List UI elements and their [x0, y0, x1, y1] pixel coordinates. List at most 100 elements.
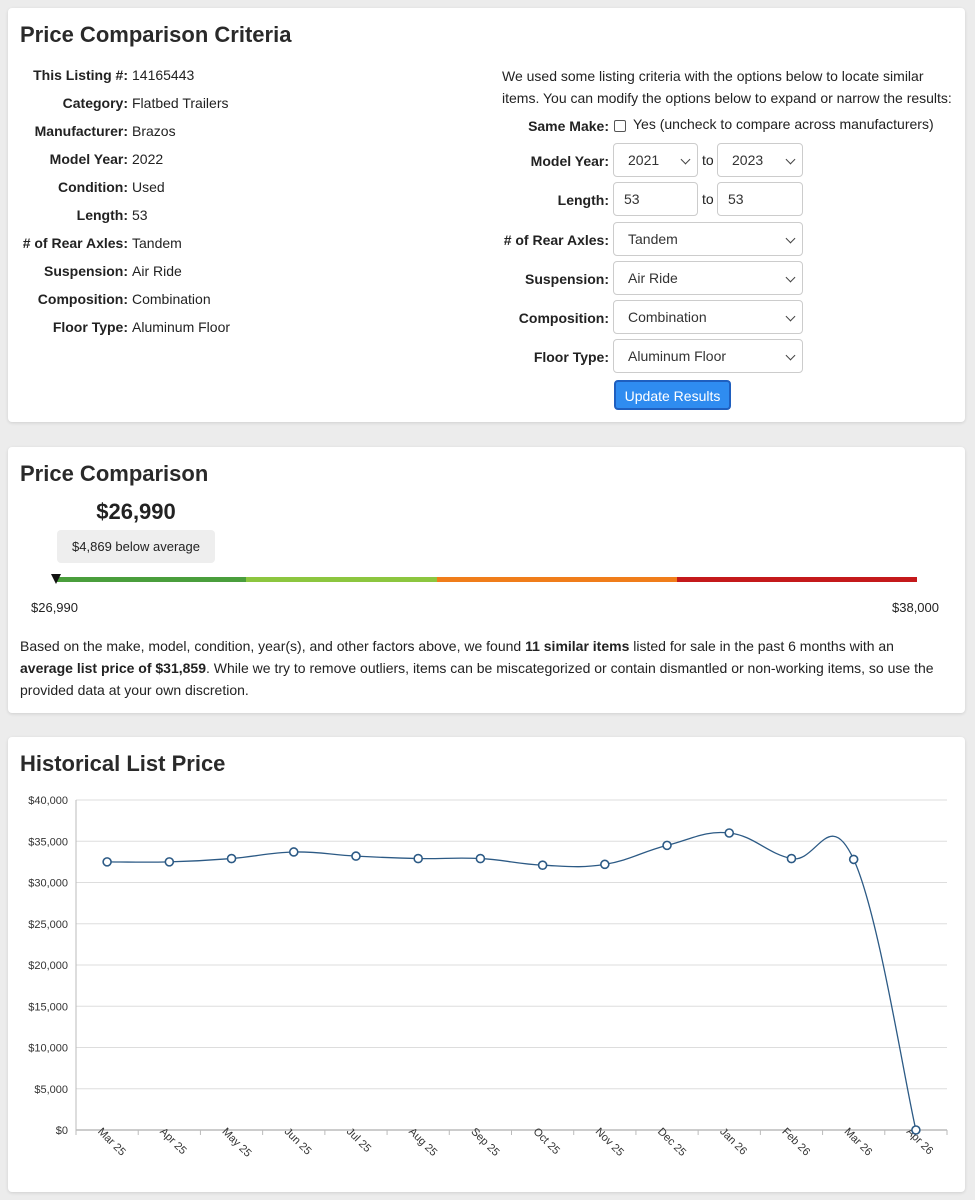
same-make-label: Same Make:: [528, 118, 609, 134]
suspension-value: Air Ride: [628, 270, 678, 286]
price-bar-segment-fair: [437, 577, 677, 582]
summary-text: listed for sale in the past 6 months wit…: [629, 638, 894, 654]
model-year-from-value: 2021: [628, 152, 660, 168]
model-year-to-select[interactable]: 2023: [717, 143, 803, 177]
y-tick-label: $40,000: [28, 795, 68, 807]
suspension-select[interactable]: Air Ride: [613, 261, 803, 295]
x-tick-label: May 25: [220, 1126, 254, 1160]
chevron-down-icon: [785, 233, 796, 244]
x-tick-label: Sep 25: [468, 1126, 501, 1159]
chevron-down-icon: [785, 311, 796, 322]
y-tick-label: $20,000: [28, 960, 68, 972]
update-results-button[interactable]: Update Results: [614, 380, 731, 410]
spec-value: Tandem: [132, 235, 182, 251]
model-year-label: Model Year:: [530, 153, 609, 169]
price-bar-segment-great: [56, 577, 246, 582]
data-point: [288, 847, 299, 857]
model-year-to-value: 2023: [732, 152, 764, 168]
comparison-title: Price Comparison: [20, 461, 209, 486]
rear-axles-label: # of Rear Axles:: [503, 232, 609, 248]
floor-type-label: Floor Type:: [533, 349, 609, 365]
average-list-price: average list price of $31,859: [20, 660, 206, 676]
length-from-input[interactable]: 53: [613, 182, 698, 216]
data-point: [662, 840, 672, 851]
data-point: [911, 1125, 921, 1135]
spec-value: Used: [132, 179, 165, 195]
chevron-down-icon: [785, 154, 796, 165]
rear-axles-select[interactable]: Tandem: [613, 222, 803, 256]
length-to-input[interactable]: 53: [717, 182, 803, 216]
comparison-summary: Based on the make, model, condition, yea…: [20, 635, 950, 701]
chevron-down-icon: [785, 272, 796, 283]
spec-label: This Listing #:: [33, 67, 128, 83]
below-average-badge: $4,869 below average: [57, 530, 215, 563]
spec-row: Manufacturer: Brazos: [8, 121, 468, 141]
spec-value: Air Ride: [132, 263, 182, 279]
x-tick-label: Jan 26: [717, 1126, 749, 1158]
criteria-title: Price Comparison Criteria: [20, 22, 292, 47]
rear-axles-value: Tandem: [628, 231, 678, 247]
x-tick-label: Feb 26: [779, 1126, 812, 1159]
similar-items-count: 11 similar items: [525, 638, 630, 654]
y-tick-label: $15,000: [28, 1001, 68, 1013]
spec-label: Composition:: [37, 291, 128, 307]
spec-label: Manufacturer:: [34, 123, 128, 139]
model-year-from-select[interactable]: 2021: [613, 143, 698, 177]
x-tick-label: Dec 25: [655, 1126, 688, 1159]
spec-label: Suspension:: [43, 263, 128, 279]
price-series-line: [107, 831, 917, 1131]
data-point: [164, 857, 175, 867]
spec-row: Floor Type: Aluminum Floor: [8, 317, 468, 337]
y-tick-label: $30,000: [28, 878, 68, 890]
spec-row: Category: Flatbed Trailers: [8, 93, 468, 113]
criteria-card: Price Comparison Criteria This Listing #…: [8, 8, 965, 422]
x-tick-label: Nov 25: [593, 1126, 626, 1159]
data-point: [848, 854, 859, 865]
history-title: Historical List Price: [20, 751, 226, 776]
data-point: [537, 860, 548, 870]
composition-label: Composition:: [518, 310, 609, 326]
price-range-min: $26,990: [31, 600, 78, 615]
criteria-intro: We used some listing criteria with the o…: [502, 68, 952, 106]
model-year-to-text: to: [702, 152, 714, 168]
floor-type-select[interactable]: Aluminum Floor: [613, 339, 803, 373]
price-comparison-card: Price Comparison $26,990 $4,869 below av…: [8, 447, 965, 713]
spec-value: 53: [132, 207, 148, 223]
spec-row: Suspension: Air Ride: [8, 261, 468, 281]
spec-row: Composition: Combination: [8, 289, 468, 309]
data-point: [226, 853, 237, 864]
summary-text: Based on the make, model, condition, yea…: [20, 638, 526, 654]
data-point: [413, 853, 423, 864]
chevron-down-icon: [680, 154, 691, 165]
price-marker-icon: [51, 574, 61, 584]
spec-row: Condition: Used: [8, 177, 468, 197]
composition-value: Combination: [628, 309, 707, 325]
x-tick-label: Mar 25: [95, 1126, 128, 1159]
data-point: [351, 851, 361, 861]
price-bar-segment-good: [246, 577, 437, 582]
historical-price-chart: $0 $5,000 $10,000 $15,000 $20,000 $25,000 $30,…: [28, 795, 948, 1160]
spec-value: 2022: [132, 151, 164, 167]
x-tick-label: Mar 26: [842, 1126, 875, 1159]
spec-label: Model Year:: [49, 151, 128, 167]
summary-text: . While we try to remove outliers, items…: [20, 660, 934, 698]
spec-value: Aluminum Floor: [132, 319, 231, 335]
historical-price-card: Historical List Price $0 $5,000 $10,000 $15…: [8, 737, 965, 1192]
length-to-text: to: [702, 191, 714, 207]
spec-row: Model Year: 2022: [8, 149, 468, 169]
same-make-checkbox[interactable]: [614, 120, 626, 132]
length-label: Length:: [557, 192, 609, 208]
spec-value: Flatbed Trailers: [132, 95, 229, 111]
chevron-down-icon: [785, 350, 796, 361]
spec-value: Combination: [132, 291, 211, 307]
data-point: [600, 859, 610, 870]
y-tick-label: $25,000: [28, 919, 68, 931]
x-tick-label: Jun 25: [282, 1126, 314, 1158]
spec-row: Length: 53: [8, 205, 468, 225]
x-tick-label: Aug 25: [406, 1126, 439, 1159]
spec-label: Category:: [62, 95, 128, 111]
spec-label: # of Rear Axles:: [22, 235, 128, 251]
spec-row: # of Rear Axles: Tandem: [8, 233, 468, 253]
y-tick-label: $5,000: [34, 1084, 68, 1096]
composition-select[interactable]: Combination: [613, 300, 803, 334]
